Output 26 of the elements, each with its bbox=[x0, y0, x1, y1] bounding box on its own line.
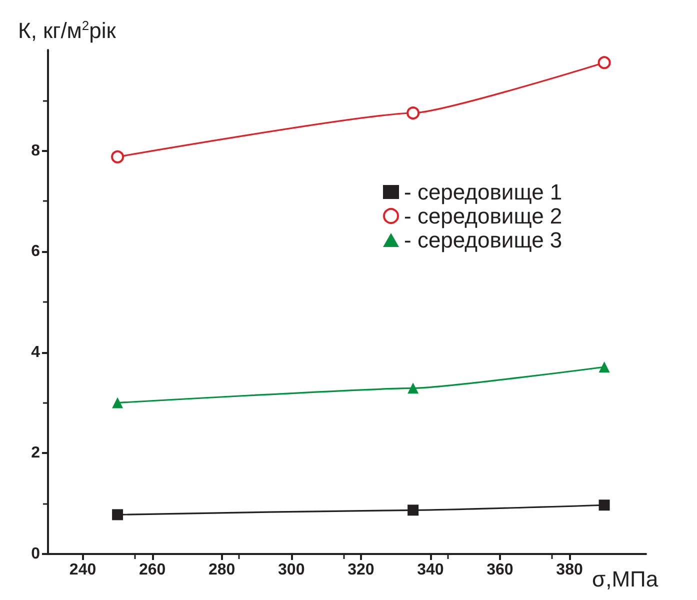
legend-label: - середовище 1 bbox=[404, 180, 562, 204]
point bbox=[112, 509, 124, 520]
point bbox=[408, 382, 419, 394]
x-tick-label: 340 bbox=[417, 562, 444, 578]
legend-label: - середовище 3 bbox=[404, 228, 562, 252]
x-tick-label: 260 bbox=[138, 562, 166, 578]
x-tick-label: 320 bbox=[348, 562, 374, 578]
legend-label: - середовище 2 bbox=[404, 204, 562, 228]
point bbox=[598, 56, 611, 70]
y-tick-label: 8 bbox=[31, 142, 40, 160]
point bbox=[598, 500, 610, 511]
y-tick-label: 4 bbox=[31, 344, 40, 361]
point bbox=[406, 106, 420, 120]
point bbox=[111, 150, 124, 164]
y-tick-label: 2 bbox=[31, 444, 40, 462]
x-tick-label: 360 bbox=[486, 562, 514, 578]
point bbox=[408, 504, 419, 516]
x-tick-label: 240 bbox=[69, 562, 96, 578]
y-tick-label: 0 bbox=[31, 546, 40, 562]
point bbox=[112, 397, 124, 408]
x-tick-label: 380 bbox=[556, 562, 583, 578]
point bbox=[598, 362, 610, 373]
x-tick-label: 300 bbox=[278, 562, 305, 578]
x-tick-label: 280 bbox=[208, 562, 236, 578]
y-tick-label: 6 bbox=[31, 243, 40, 260]
x-axis-title: σ,МПа bbox=[592, 566, 659, 592]
